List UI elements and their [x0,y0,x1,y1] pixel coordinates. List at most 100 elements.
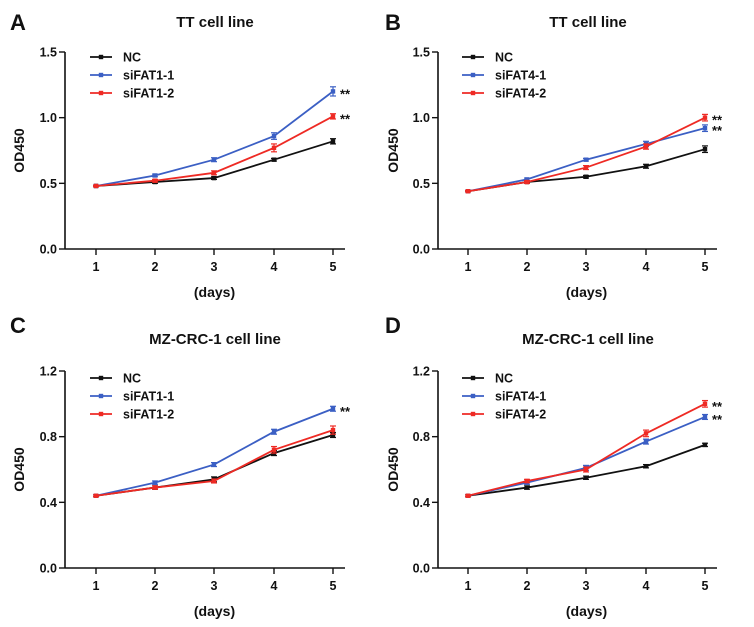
x-tick-label: 3 [583,579,590,593]
data-point [211,462,217,467]
legend-marker [470,393,476,399]
legend-marker [470,90,476,96]
x-tick-label: 5 [702,260,709,274]
x-tick-label: 5 [702,579,709,593]
x-tick-label: 2 [524,579,531,593]
legend-label: siFAT4-1 [495,69,546,83]
series-line-sifat4-2 [467,116,706,193]
y-tick-label: 0.5 [413,177,430,191]
legend-marker [98,375,104,381]
data-point [524,485,530,490]
y-axis-label: OD450 [11,447,27,492]
significance-marker: ** [712,113,723,128]
y-tick-label: 1.2 [40,365,57,379]
data-point [524,179,530,185]
x-tick-label: 2 [152,579,159,593]
data-point [152,173,158,178]
y-tick-label: 0.8 [40,430,57,444]
data-point [152,178,158,183]
data-point [643,431,649,436]
chart-title: MZ-CRC-1 cell line [522,331,654,348]
x-axis-label: (days) [194,603,235,619]
data-point [643,464,649,469]
legend-marker [470,411,476,417]
x-axis-label: (days) [194,284,235,300]
chart-title: MZ-CRC-1 cell line [149,331,281,348]
legend-marker [98,411,104,417]
legend-marker [98,393,104,399]
series-line-sifat1-2 [95,115,334,187]
x-tick-label: 1 [93,260,100,274]
panel-label: D [385,313,401,338]
significance-marker: ** [340,111,351,126]
legend-marker [470,72,476,78]
data-point [465,493,471,498]
legend-marker [470,375,476,381]
legend-label: siFAT1-1 [123,69,174,83]
data-point [211,157,217,162]
data-point [702,115,708,120]
significance-marker: ** [340,86,351,101]
legend-label: siFAT4-2 [495,408,546,422]
data-point [583,165,589,170]
data-point [702,401,708,407]
legend-marker [470,54,476,60]
significance-marker: ** [712,123,723,138]
data-point [93,493,99,498]
significance-marker: ** [712,399,723,414]
x-tick-label: 3 [211,260,218,274]
y-tick-label: 0.4 [413,496,430,510]
x-tick-label: 1 [93,579,100,593]
y-tick-label: 0.0 [413,562,430,576]
legend-marker [98,54,104,60]
data-point [702,125,708,131]
data-point [330,114,336,119]
chart-panel-c: C MZ-CRC-1 cell line 0.0 0.4 0.8 1.2 1 2 3 4 5 (day… [10,313,351,619]
data-point [702,414,708,420]
data-point [271,429,277,434]
data-point [271,133,277,139]
data-point [271,157,277,162]
y-tick-label: 0.0 [40,243,57,257]
x-tick-label: 1 [465,579,472,593]
legend-label: NC [495,372,513,386]
y-tick-label: 1.5 [40,46,57,60]
x-tick-label: 3 [211,579,218,593]
data-point [211,478,217,484]
legend-label: siFAT1-2 [123,408,174,422]
series-line-sifat4-1 [467,416,706,497]
panel-label: A [10,10,26,35]
legend-label: siFAT1-1 [123,390,174,404]
chart-panel-d: D MZ-CRC-1 cell line 0.0 0.4 0.8 1.2 1 2 3 4 5 (day… [385,313,723,619]
data-point [702,442,708,448]
significance-marker: ** [340,404,351,419]
data-point [524,478,530,484]
x-axis-label: (days) [566,284,607,300]
data-point [465,189,471,194]
data-point [643,164,649,169]
y-tick-label: 0.5 [40,177,57,191]
data-point [643,439,649,444]
data-point [330,406,336,411]
data-point [211,170,217,176]
y-axis-label: OD450 [385,447,401,492]
y-tick-label: 1.5 [413,46,430,60]
y-axis-label: OD450 [385,128,401,173]
x-tick-label: 4 [643,579,650,593]
y-tick-label: 0.0 [40,562,57,576]
x-tick-label: 4 [271,579,278,593]
data-point [643,144,649,149]
x-tick-label: 4 [643,260,650,274]
legend-label: siFAT4-2 [495,87,546,101]
significance-marker: ** [712,412,723,427]
legend-label: NC [123,372,141,386]
data-point [211,175,217,181]
data-point [583,467,589,472]
chart-panel-a: A TT cell line 0.0 0.5 1.0 1.5 1 2 3 4 5 (days) OD45… [10,10,351,300]
x-tick-label: 3 [583,260,590,274]
x-tick-label: 2 [152,260,159,274]
data-point [330,139,336,144]
data-point [583,157,589,162]
data-point [702,146,708,152]
